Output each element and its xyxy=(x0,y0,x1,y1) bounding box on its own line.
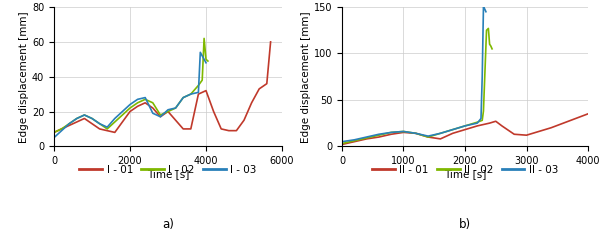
Y-axis label: Edge displacement [mm]: Edge displacement [mm] xyxy=(301,11,311,143)
Text: b): b) xyxy=(459,218,471,231)
Text: a): a) xyxy=(162,218,174,231)
X-axis label: Time [s]: Time [s] xyxy=(444,169,486,179)
Y-axis label: Edge displacement [mm]: Edge displacement [mm] xyxy=(19,11,29,143)
Legend: I - 01, I - 02, I - 03: I - 01, I - 02, I - 03 xyxy=(76,160,260,179)
X-axis label: Time [s]: Time [s] xyxy=(147,169,189,179)
Legend: II - 01, II - 02, II - 03: II - 01, II - 02, II - 03 xyxy=(368,160,562,179)
